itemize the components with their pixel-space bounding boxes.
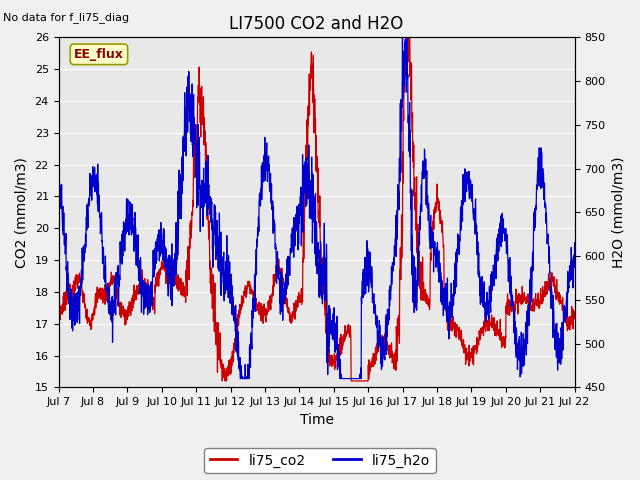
Text: No data for f_li75_diag: No data for f_li75_diag [3, 12, 129, 23]
Title: LI7500 CO2 and H2O: LI7500 CO2 and H2O [229, 15, 404, 33]
Legend: li75_co2, li75_h2o: li75_co2, li75_h2o [204, 448, 436, 473]
X-axis label: Time: Time [300, 413, 333, 427]
Y-axis label: H2O (mmol/m3): H2O (mmol/m3) [611, 156, 625, 268]
Y-axis label: CO2 (mmol/m3): CO2 (mmol/m3) [15, 157, 29, 268]
Text: EE_flux: EE_flux [74, 48, 124, 61]
